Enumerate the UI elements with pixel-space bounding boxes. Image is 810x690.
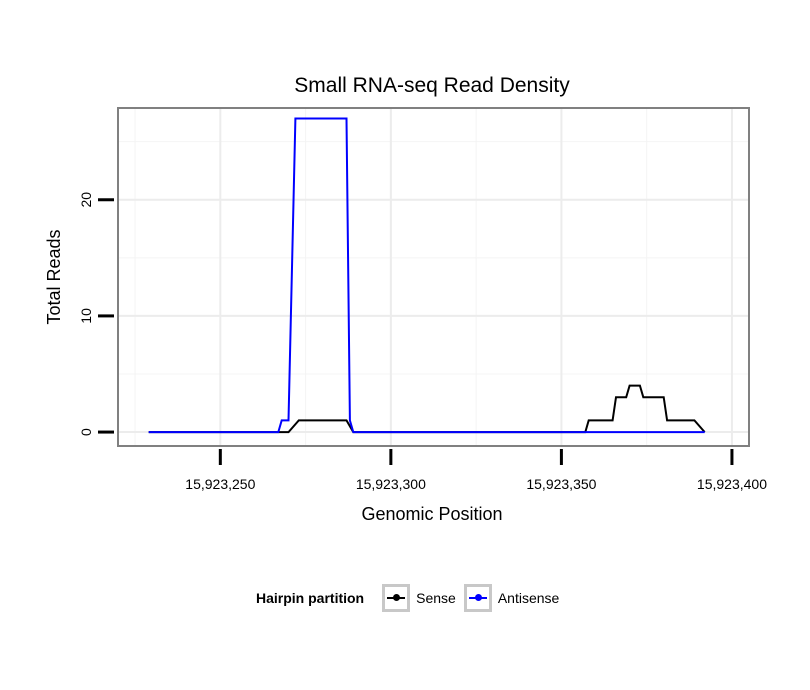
chart-title: Small RNA-seq Read Density: [294, 74, 570, 97]
x-tick-label: 15,923,300: [356, 476, 426, 492]
axes: 15,923,250 15,923,300 15,923,350 15,923,400…: [78, 192, 767, 492]
plot-panel: [117, 107, 750, 447]
legend-label-sense: Sense: [416, 590, 456, 606]
y-tick-label: 10: [78, 308, 94, 324]
x-axis-label: Genomic Position: [361, 504, 502, 524]
y-tick-label: 0: [78, 428, 94, 436]
x-tick-label: 15,923,350: [526, 476, 596, 492]
legend-key-antisense: [463, 584, 492, 612]
series-lines: [148, 117, 706, 434]
x-tick-label: 15,923,400: [697, 476, 767, 492]
legend-label-antisense: Antisense: [497, 590, 560, 606]
series-line-antisense: [148, 117, 705, 434]
legend-title: Hairpin partition: [256, 590, 365, 606]
legend: Hairpin partition Sense Antisense: [256, 580, 567, 616]
series-line-sense: [148, 384, 706, 434]
legend-key-sense: [382, 584, 411, 612]
x-tick-label: 15,923,250: [185, 476, 255, 492]
legend-dot-sense: [393, 594, 401, 601]
y-tick-label: 20: [78, 192, 94, 208]
y-axis-label: Total Reads: [44, 229, 64, 324]
legend-dot-antisense: [474, 594, 482, 601]
